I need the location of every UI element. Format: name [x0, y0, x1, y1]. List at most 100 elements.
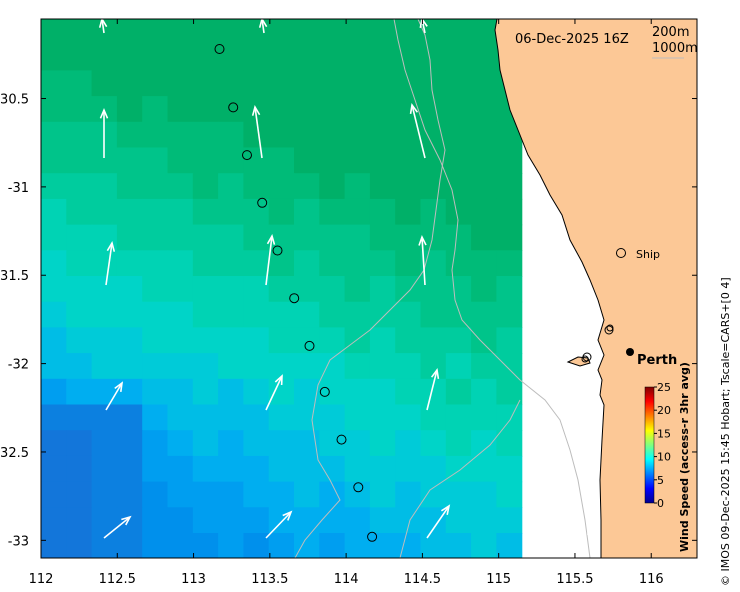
wind-cell	[268, 455, 295, 483]
wind-cell	[294, 96, 320, 123]
wind-cell	[167, 378, 194, 406]
wind-cell	[369, 430, 396, 457]
wind-cell	[41, 301, 67, 328]
wind-cell	[116, 44, 143, 71]
wind-arrow	[101, 19, 105, 34]
wind-cell	[445, 353, 472, 380]
wind-cell	[192, 198, 219, 226]
wind-cell	[243, 70, 270, 97]
wind-arrowhead	[419, 19, 428, 28]
colorbar-label: Wind Speed (access-r 3hr avg)	[678, 362, 691, 552]
wind-cell	[192, 507, 219, 534]
wind-cell	[218, 507, 244, 534]
wind-cell	[445, 481, 472, 508]
wind-cell	[445, 70, 472, 97]
wind-cell	[142, 198, 169, 226]
wind-cell	[344, 147, 371, 174]
x-tick-label: 113.5	[251, 572, 288, 587]
map-title: 06-Dec-2025 16Z	[515, 32, 629, 47]
wind-cell	[369, 19, 396, 46]
wind-cell	[167, 96, 194, 123]
wind-cell	[192, 430, 219, 457]
wind-cell	[319, 533, 346, 558]
wind-cell	[496, 507, 523, 534]
wind-cell	[218, 481, 244, 508]
y-tick-label: 30.5	[0, 93, 29, 108]
perth-marker	[626, 348, 634, 356]
wind-cell	[344, 455, 371, 483]
wind-cell	[471, 121, 497, 149]
wind-cell	[319, 121, 346, 149]
wind-cell	[294, 455, 320, 483]
wind-cell	[496, 147, 523, 174]
wind-cell	[420, 70, 447, 97]
wind-cell	[319, 430, 346, 457]
wind-cell	[218, 250, 244, 277]
wind-cell	[420, 44, 447, 71]
wind-cell	[41, 533, 67, 558]
wind-cell	[496, 455, 523, 483]
wind-cell	[369, 44, 396, 71]
wind-cell	[66, 96, 93, 123]
wind-cell	[116, 173, 143, 200]
wind-cell	[66, 533, 93, 558]
wind-cell	[294, 507, 320, 534]
wind-cell	[471, 173, 497, 200]
wind-cell	[91, 455, 118, 483]
wind-cell	[369, 507, 396, 534]
wind-cell	[243, 481, 270, 508]
wind-cell	[41, 19, 67, 46]
wind-cell	[344, 430, 371, 457]
wind-cell	[192, 276, 219, 303]
wind-cell	[268, 96, 295, 123]
wind-arrowhead	[121, 515, 132, 526]
wind-cell	[496, 404, 523, 431]
colorbar-tick-label: 25	[657, 381, 671, 394]
wind-cell	[116, 301, 143, 328]
wind-cell	[91, 481, 118, 508]
wind-arrowhead	[266, 233, 276, 245]
wind-cell	[192, 353, 219, 380]
wind-cell	[294, 353, 320, 380]
wind-cell	[142, 276, 169, 303]
wind-cell	[167, 121, 194, 149]
wind-cell	[66, 353, 93, 380]
wind-speed-field	[41, 19, 523, 558]
wind-cell	[192, 121, 219, 149]
wind-cell	[471, 276, 497, 303]
wind-cell	[41, 378, 67, 406]
wind-cell	[496, 198, 523, 226]
wind-cell	[319, 173, 346, 200]
wind-cell	[294, 378, 320, 406]
wind-cell	[243, 353, 270, 380]
y-tick-label: -32	[8, 358, 29, 373]
wind-cell	[319, 147, 346, 174]
wind-cell	[471, 250, 497, 277]
wind-cell	[496, 481, 523, 508]
wind-cell	[268, 533, 295, 558]
wind-cell	[243, 224, 270, 251]
track-point	[242, 150, 252, 161]
wind-cell	[496, 378, 523, 406]
wind-cell	[294, 44, 320, 71]
wind-cell	[445, 533, 472, 558]
wind-cell	[420, 455, 447, 483]
wind-cell	[395, 455, 422, 483]
wind-cell	[66, 481, 93, 508]
wind-cell	[420, 147, 447, 174]
wind-cell	[142, 327, 169, 354]
wind-cell	[66, 404, 93, 431]
x-tick-label: 113	[181, 572, 206, 587]
wind-cell	[66, 224, 93, 251]
wind-arrow	[587, 369, 591, 411]
wind-cell	[445, 224, 472, 251]
wind-cell	[445, 147, 472, 174]
wind-cell	[116, 198, 143, 226]
wind-cell	[218, 378, 244, 406]
wind-cell	[192, 327, 219, 354]
wind-cell	[66, 455, 93, 483]
wind-cell	[142, 404, 169, 431]
wind-cell	[420, 404, 447, 431]
wind-cell	[369, 96, 396, 123]
